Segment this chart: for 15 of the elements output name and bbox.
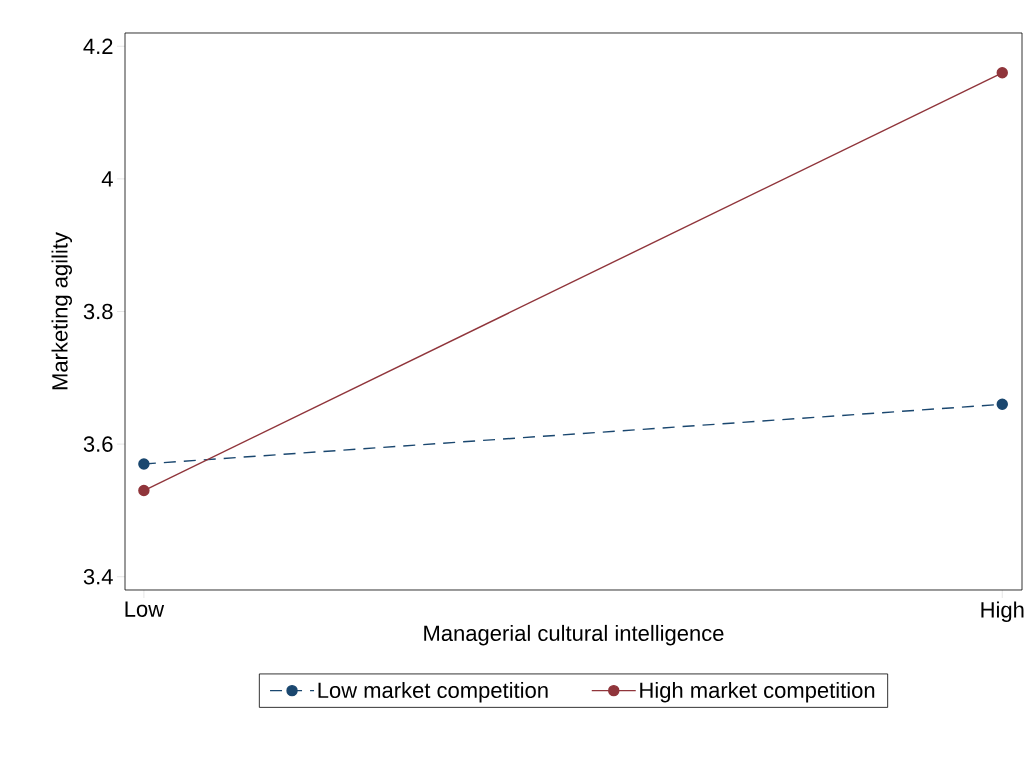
y-tick-label: 3.4 bbox=[83, 568, 113, 585]
point bbox=[996, 398, 1008, 411]
x-axis-title: Managerial cultural intelligence bbox=[424, 624, 724, 646]
y-tick-label: 3.6 bbox=[83, 436, 113, 452]
point bbox=[138, 458, 150, 470]
y-tick-label: 3.8 bbox=[83, 303, 113, 320]
legend-label: Low market competition bbox=[318, 681, 548, 703]
point bbox=[996, 67, 1008, 79]
x-tick-label: Low bbox=[125, 601, 165, 617]
y-tick-label: 4.2 bbox=[83, 38, 113, 54]
x-tick-label: High bbox=[981, 601, 1024, 623]
y-axis-title: Marketing agility bbox=[51, 232, 73, 390]
y-tick-label: 4 bbox=[101, 171, 113, 187]
point bbox=[138, 484, 150, 497]
legend-label: High market competition bbox=[640, 681, 875, 703]
